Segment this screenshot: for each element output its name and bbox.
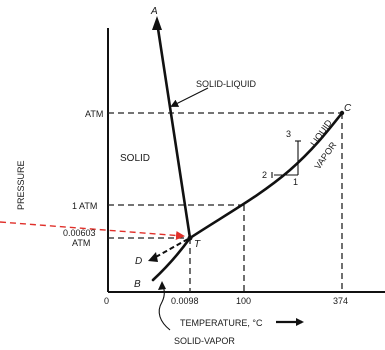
path-number-three: 3 [286,129,291,139]
point-label-d: D [135,256,142,267]
solid-liquid-label: SOLID-LIQUID [196,79,257,89]
point-label-b: B [134,279,141,290]
critical-point-marker [339,110,345,116]
top-arrowhead [152,16,162,30]
solid-vapor-leader [158,282,171,331]
metastable-arrowhead [148,252,158,262]
solid-vapor-curve [151,236,192,282]
solid-region-label: SOLID [120,153,150,164]
critical-pressure-tick-label: ATM [85,109,103,119]
x-tick-triple: 0.0098 [171,296,199,306]
path-number-one: 1 [293,177,298,187]
solid-vapor-label: SOLID-VAPOR [174,336,235,346]
temperature-axis-label: TEMPERATURE, °C [180,318,263,328]
solid-vapor-leader-arrowhead [158,281,166,290]
pressure-axis-label: PRESSURE [16,160,26,210]
x-tick-boiling: 100 [236,296,251,306]
metastable-extension-dashed-curve [153,238,189,259]
path-number-two: 2 [262,170,267,180]
point-label-t: T [194,239,201,250]
triple-point-pointer-arrow [0,221,185,240]
triple-pressure-tick-value: 0.00603 [63,228,96,238]
point-label-a: A [150,6,158,17]
x-tick-critical: 374 [333,296,348,306]
liquid-vapor-curve [188,111,344,240]
point-label-c: C [344,103,352,114]
x-tick-zero: 0 [104,296,109,306]
triple-pressure-tick-unit: ATM [72,238,90,248]
solid-liquid-curve [155,20,192,240]
solid-liquid-leader-arrow [170,87,209,107]
one-atm-tick-label: 1 ATM [72,201,97,211]
triple-point-marker [187,235,193,241]
